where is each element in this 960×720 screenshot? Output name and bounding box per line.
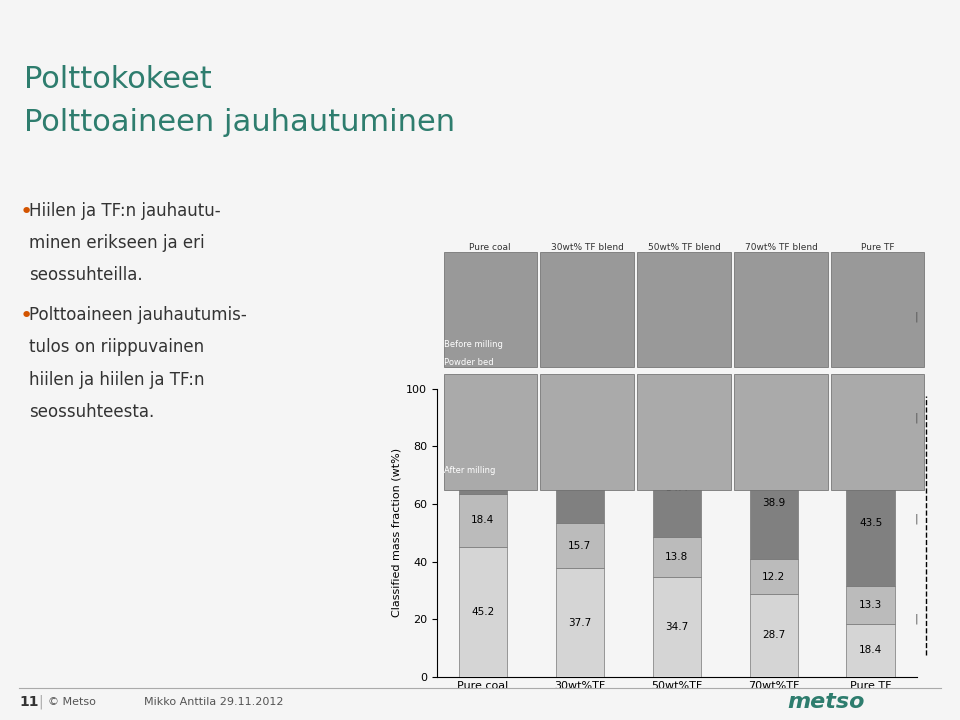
Bar — [556, 523, 604, 568]
Text: hiilen ja hiilen ja TF:n: hiilen ja hiilen ja TF:n — [29, 371, 204, 389]
Text: 34.7: 34.7 — [665, 622, 688, 632]
Text: |: | — [915, 513, 919, 523]
Bar — [653, 577, 701, 677]
Text: 37.7: 37.7 — [568, 618, 591, 628]
Bar — [847, 624, 895, 677]
Text: 38.9: 38.9 — [762, 498, 785, 508]
Text: Pure TF: Pure TF — [861, 243, 895, 252]
Text: 30wt% TF blend: 30wt% TF blend — [551, 243, 623, 252]
Text: Polttoaineen jauhautuminen: Polttoaineen jauhautuminen — [24, 108, 455, 137]
Text: 2.0: 2.0 — [668, 387, 685, 397]
Text: 18.4: 18.4 — [859, 645, 882, 655]
Text: •: • — [19, 202, 33, 222]
Bar — [847, 585, 895, 624]
Text: 45.2: 45.2 — [471, 607, 494, 617]
Bar — [750, 447, 798, 559]
Bar — [556, 568, 604, 677]
Bar — [653, 438, 701, 537]
Text: |: | — [915, 413, 919, 423]
Bar — [459, 410, 507, 494]
Text: Mikko Anttila 29.11.2012: Mikko Anttila 29.11.2012 — [144, 697, 283, 707]
Text: 6.1: 6.1 — [474, 396, 492, 406]
Text: 1.3: 1.3 — [474, 386, 492, 396]
Text: |: | — [915, 312, 919, 322]
Text: seossuhteilla.: seossuhteilla. — [29, 266, 142, 284]
Text: Hiilen ja TF:n jauhautu-: Hiilen ja TF:n jauhautu- — [29, 202, 221, 220]
Text: tulos on riippuvainen: tulos on riippuvainen — [29, 338, 204, 356]
Text: 15.7: 15.7 — [568, 541, 591, 551]
Y-axis label: Classified mass fraction (wt%): Classified mass fraction (wt%) — [392, 449, 402, 617]
Bar — [459, 546, 507, 677]
Text: Before milling: Before milling — [444, 340, 502, 348]
Bar — [653, 537, 701, 577]
Text: 13.3: 13.3 — [859, 600, 882, 610]
Text: 24.1: 24.1 — [859, 420, 882, 431]
Bar — [750, 559, 798, 594]
Text: 13.8: 13.8 — [665, 552, 688, 562]
Bar — [847, 460, 895, 585]
Text: 15.1: 15.1 — [665, 411, 688, 421]
Bar — [459, 494, 507, 546]
Bar — [459, 389, 507, 392]
Text: 34.4: 34.4 — [665, 482, 688, 492]
Text: 29.0: 29.0 — [471, 447, 494, 457]
Bar — [653, 389, 701, 395]
Text: metso: metso — [787, 692, 865, 712]
Text: Powder bed: Powder bed — [444, 358, 493, 367]
Text: 34.1: 34.1 — [568, 469, 591, 479]
Text: seossuhteesta.: seossuhteesta. — [29, 403, 154, 421]
Text: |: | — [915, 614, 919, 624]
Text: 0.8: 0.8 — [862, 384, 879, 395]
Text: 2.1: 2.1 — [571, 387, 588, 397]
Bar — [750, 389, 798, 394]
Bar — [653, 395, 701, 438]
Bar — [847, 391, 895, 460]
Text: •: • — [19, 306, 33, 326]
Text: |: | — [38, 695, 43, 709]
Text: 12.2: 12.2 — [762, 572, 785, 582]
Text: 18.4: 18.4 — [762, 415, 785, 426]
Bar — [556, 425, 604, 523]
Text: 43.5: 43.5 — [859, 518, 882, 528]
Bar — [847, 389, 895, 391]
Text: © Metso: © Metso — [48, 697, 96, 707]
Text: minen erikseen ja eri: minen erikseen ja eri — [29, 234, 204, 252]
Text: 10.5: 10.5 — [568, 405, 591, 415]
Text: 50wt% TF blend: 50wt% TF blend — [648, 243, 720, 252]
Text: Pure coal: Pure coal — [469, 243, 511, 252]
Text: 11: 11 — [19, 695, 38, 709]
Bar — [750, 394, 798, 447]
Text: After milling: After milling — [444, 467, 495, 475]
Text: 1.8: 1.8 — [765, 387, 782, 397]
Text: 70wt% TF blend: 70wt% TF blend — [745, 243, 817, 252]
Bar — [556, 389, 604, 395]
Bar — [459, 392, 507, 410]
Text: 28.7: 28.7 — [762, 631, 785, 641]
Text: Polttokokeet: Polttokokeet — [24, 65, 212, 94]
Bar — [556, 395, 604, 425]
Bar — [750, 594, 798, 677]
Text: 18.4: 18.4 — [471, 515, 494, 525]
Text: Polttoaineen jauhautumis-: Polttoaineen jauhautumis- — [29, 306, 247, 324]
